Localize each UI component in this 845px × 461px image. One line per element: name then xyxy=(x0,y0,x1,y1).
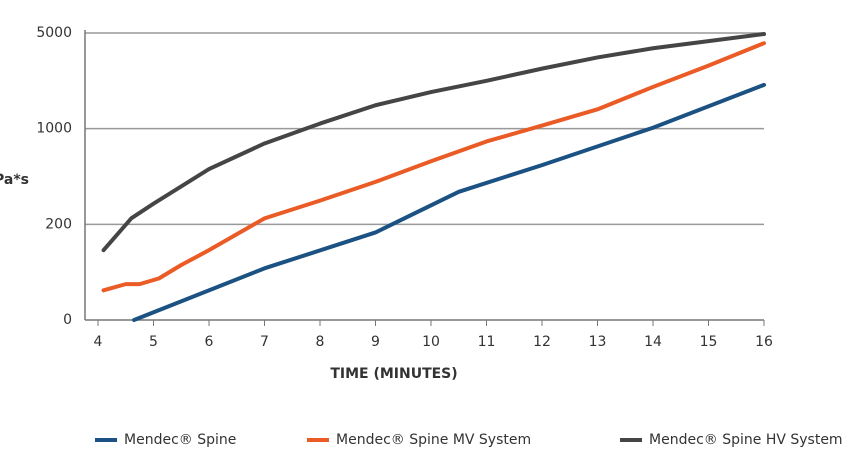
x-tick-label: 13 xyxy=(589,334,607,350)
y-tick-label: 5000 xyxy=(36,25,72,41)
x-tick-label: 9 xyxy=(371,334,380,350)
x-tick-label: 14 xyxy=(644,334,662,350)
series-line xyxy=(101,41,766,293)
x-tick-label: 16 xyxy=(755,334,773,350)
x-tick-label: 7 xyxy=(260,334,269,350)
y-tick-label: 0 xyxy=(63,312,72,328)
y-tick-label: 1000 xyxy=(36,121,72,137)
x-tick-label: 10 xyxy=(422,334,440,350)
x-tick-label: 12 xyxy=(533,334,551,350)
x-axis-label: TIME (MINUTES) xyxy=(330,366,457,382)
legend-label: Mendec® Spine MV System xyxy=(336,432,531,448)
legend-label: Mendec® Spine xyxy=(124,432,236,448)
series-line xyxy=(101,32,766,253)
x-tick-label: 5 xyxy=(149,334,158,350)
legend-label: Mendec® Spine HV System xyxy=(649,432,843,448)
x-tick-label: 4 xyxy=(94,334,103,350)
y-tick-label: 200 xyxy=(45,216,72,232)
x-tick-label: 8 xyxy=(316,334,325,350)
series-line xyxy=(132,82,766,322)
y-axis-label: Pa*s xyxy=(0,172,29,188)
x-tick-label: 15 xyxy=(700,334,718,350)
x-tick-label: 6 xyxy=(205,334,214,350)
x-tick-label: 11 xyxy=(478,334,496,350)
